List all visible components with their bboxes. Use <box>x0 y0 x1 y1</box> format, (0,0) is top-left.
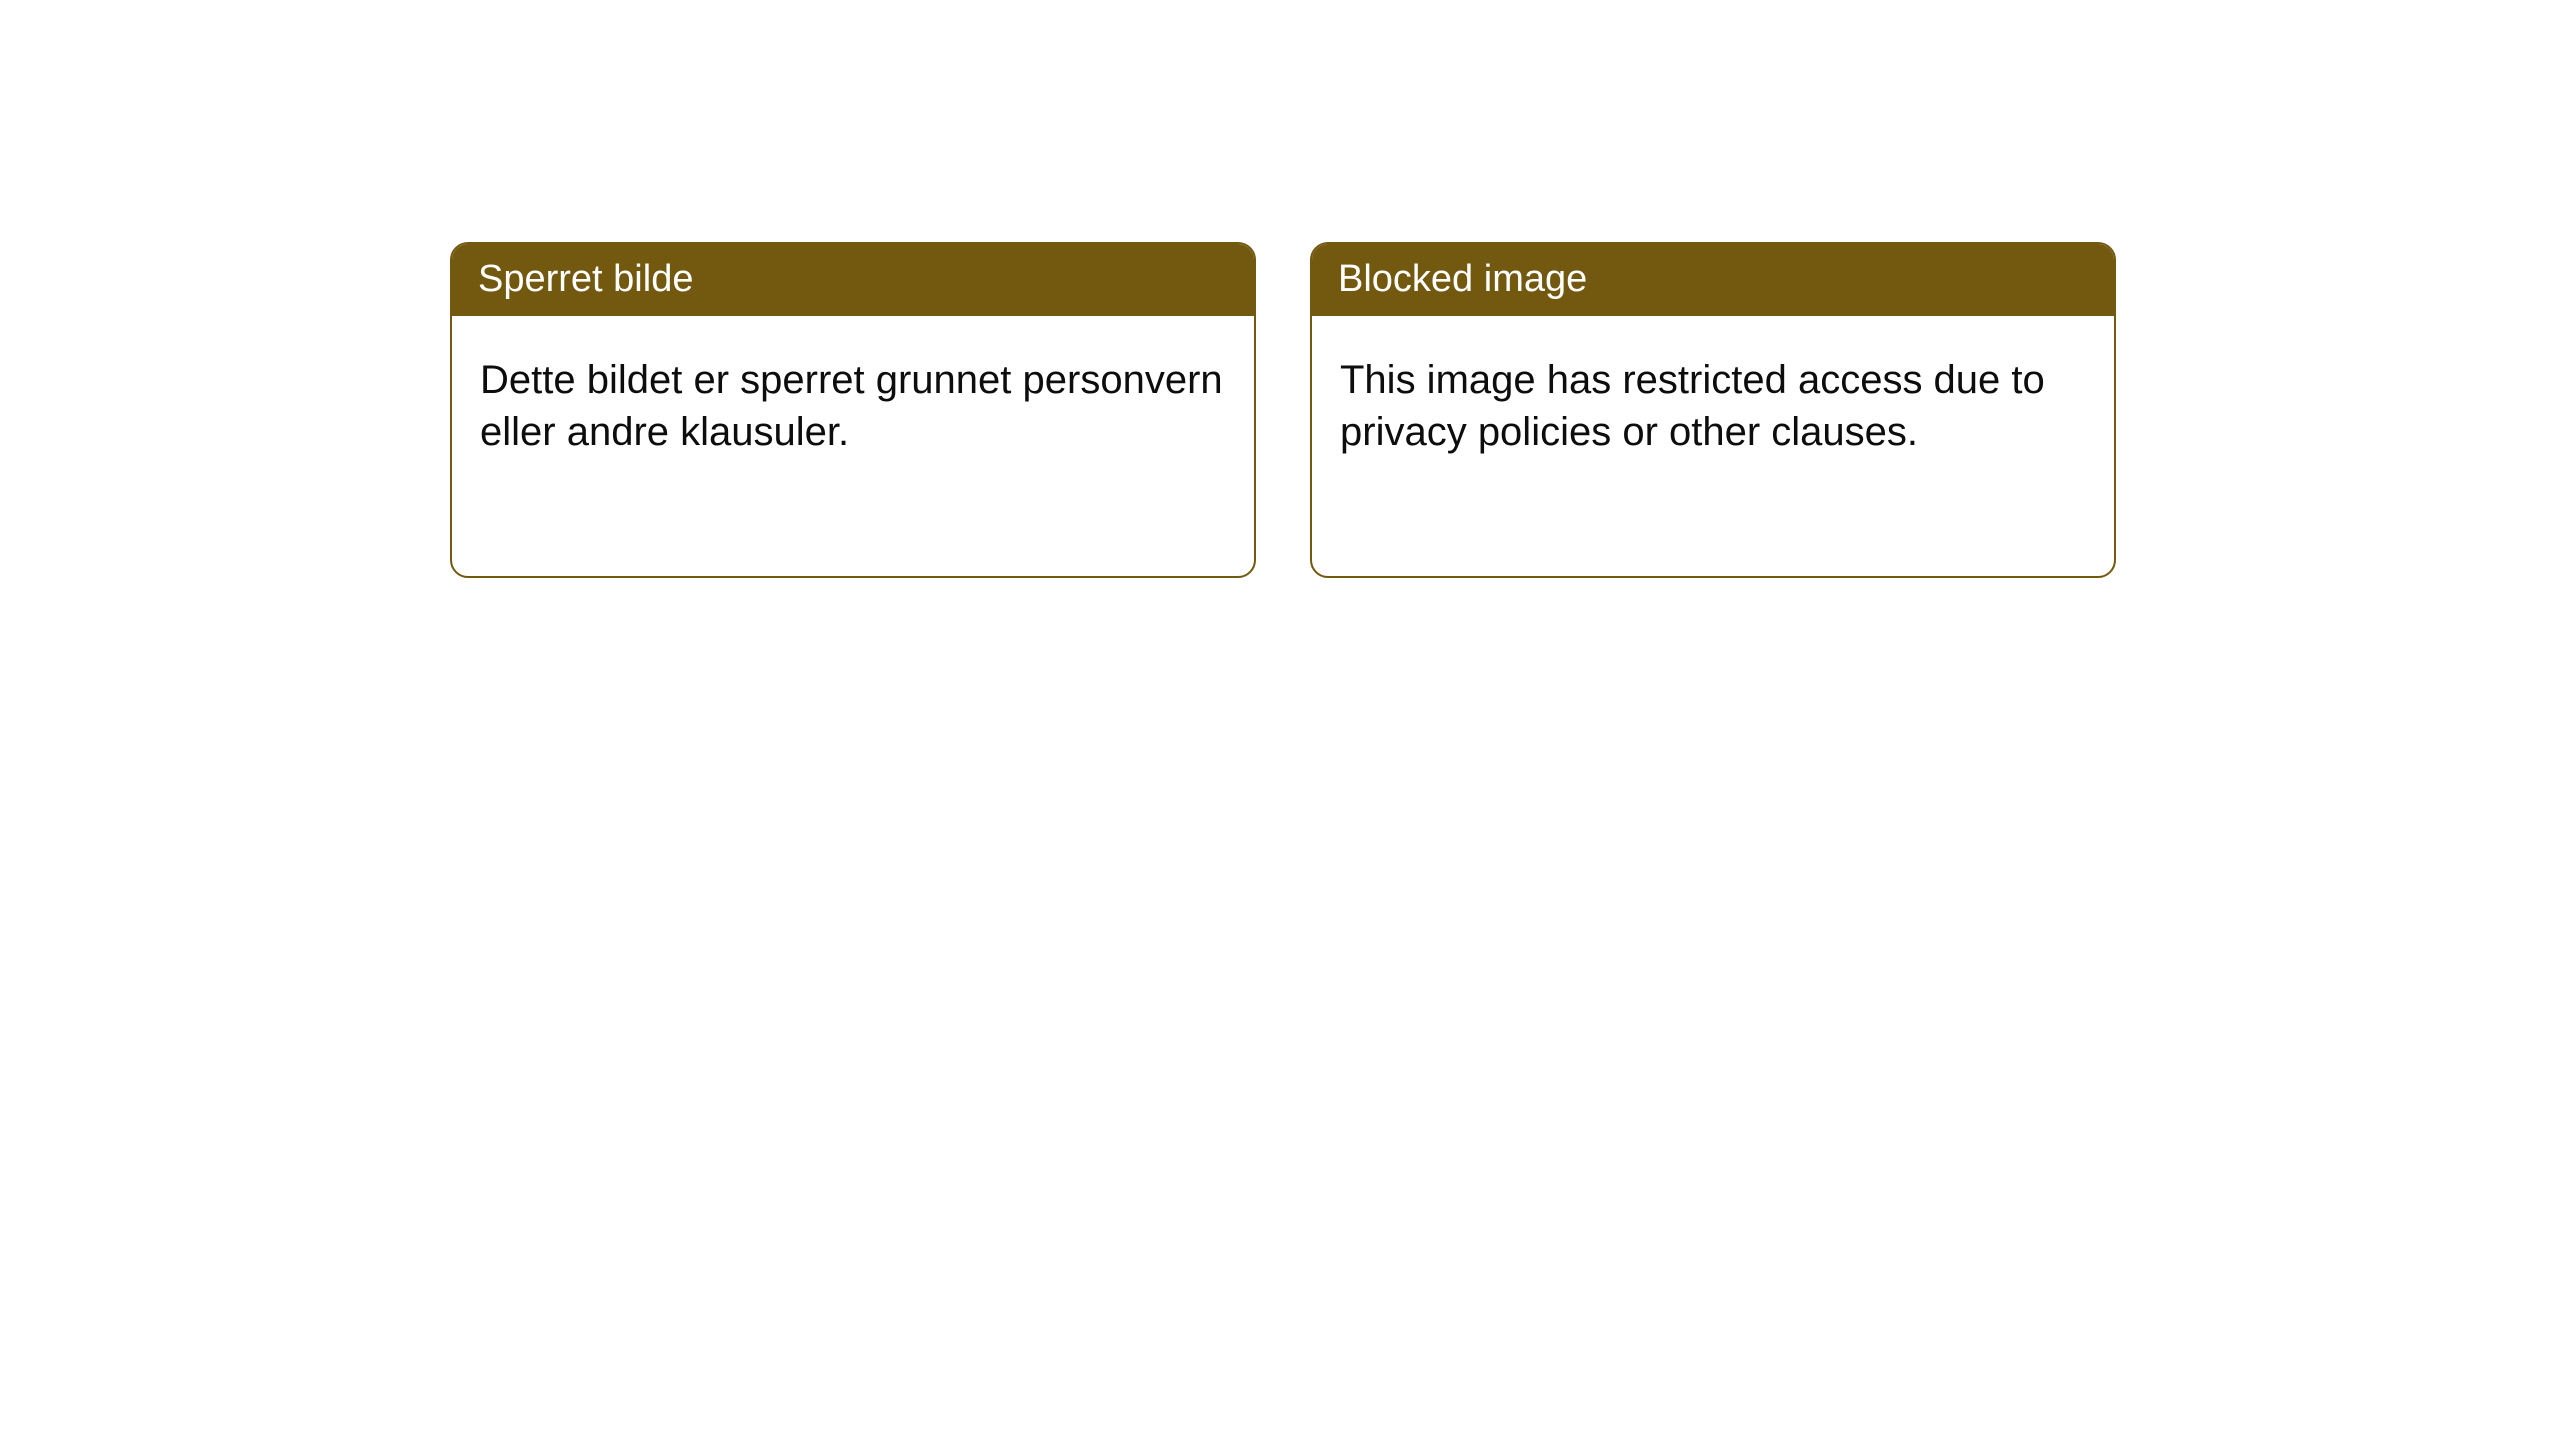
notice-text: Dette bildet er sperret grunnet personve… <box>480 358 1223 454</box>
notice-title: Blocked image <box>1338 258 1587 300</box>
notice-body: Dette bildet er sperret grunnet personve… <box>452 316 1254 486</box>
notice-text: This image has restricted access due to … <box>1340 358 2045 454</box>
notice-container: Sperret bilde Dette bildet er sperret gr… <box>0 0 2560 578</box>
notice-title: Sperret bilde <box>478 258 693 300</box>
notice-header: Sperret bilde <box>452 244 1254 316</box>
notice-body: This image has restricted access due to … <box>1312 316 2114 486</box>
notice-card-norwegian: Sperret bilde Dette bildet er sperret gr… <box>450 242 1256 578</box>
notice-header: Blocked image <box>1312 244 2114 316</box>
notice-card-english: Blocked image This image has restricted … <box>1310 242 2116 578</box>
